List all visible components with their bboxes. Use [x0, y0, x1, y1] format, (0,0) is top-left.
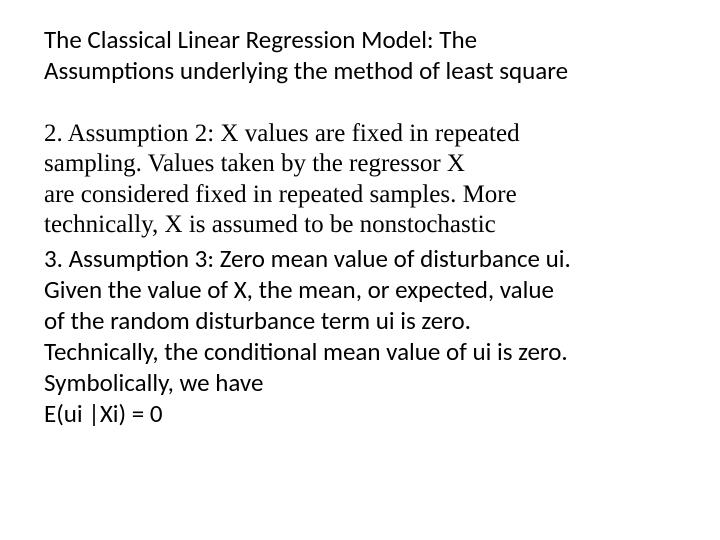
a2-line-4: technically, X is assumed to be nonstoch…: [44, 211, 496, 238]
a3-line-4: Technically, the conditional mean value …: [44, 336, 568, 367]
title-line-1: The Classical Linear Regression Model: T…: [44, 24, 477, 55]
a2-line-1: 2. Assumption 2: X values are fixed in r…: [44, 120, 520, 147]
a3-line-6: E(ui |Xi) = 0: [44, 398, 163, 429]
a3-line-5: Symbolically, we have: [44, 367, 263, 398]
title-line-2: Assumptions underlying the method of lea…: [44, 55, 568, 86]
slide-title: The Classical Linear Regression Model: T…: [44, 24, 676, 87]
a2-line-2: sampling. Values taken by the regressor …: [44, 150, 465, 177]
a3-line-2: Given the value of X, the mean, or expec…: [44, 274, 554, 305]
a2-line-3: are considered fixed in repeated samples…: [44, 181, 517, 208]
assumption-2-text: 2. Assumption 2: X values are fixed in r…: [44, 119, 676, 241]
assumption-3-text: 3. Assumption 3: Zero mean value of dist…: [44, 243, 676, 429]
a3-line-1: 3. Assumption 3: Zero mean value of dist…: [44, 243, 571, 274]
a3-line-3: of the random disturbance term ui is zer…: [44, 305, 471, 336]
